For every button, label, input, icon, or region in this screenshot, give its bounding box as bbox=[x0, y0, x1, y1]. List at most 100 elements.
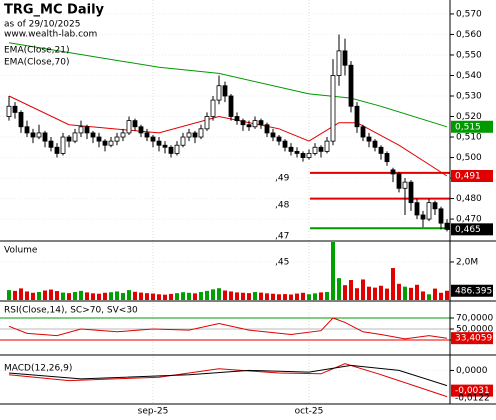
volume-bar bbox=[163, 294, 167, 300]
value-label-box bbox=[451, 284, 493, 297]
volume-bar bbox=[61, 292, 65, 300]
candle-body bbox=[228, 95, 234, 117]
volume-bar bbox=[337, 278, 341, 300]
y-tick-label: 0,510 bbox=[456, 133, 482, 143]
y-tick-label: 70,0000 bbox=[456, 313, 493, 323]
candle-body bbox=[396, 173, 402, 189]
volume-bar bbox=[349, 280, 353, 300]
volume-bar bbox=[247, 293, 251, 300]
candle-body bbox=[324, 140, 330, 152]
candle-body bbox=[120, 132, 126, 138]
candle-body bbox=[426, 202, 432, 220]
candle-body bbox=[288, 146, 294, 152]
volume-bar bbox=[271, 293, 275, 300]
volume-bar bbox=[421, 291, 425, 300]
legend-entry: EMA(Close,21) bbox=[4, 46, 69, 56]
volume-bar bbox=[205, 290, 209, 300]
value-label: -0,0031 bbox=[455, 386, 490, 396]
volume-bar bbox=[433, 288, 437, 300]
side-label: ,45 bbox=[275, 258, 289, 268]
volume-bar bbox=[73, 292, 77, 300]
candle-body bbox=[138, 126, 144, 134]
volume-bar bbox=[91, 293, 95, 300]
volume-bar bbox=[103, 292, 107, 300]
y-tick-label: 0,530 bbox=[456, 92, 482, 102]
value-label: -0,0122 bbox=[455, 394, 490, 404]
candle-body bbox=[66, 136, 72, 142]
value-label: 33,4059 bbox=[455, 334, 492, 344]
volume-bar bbox=[253, 292, 257, 300]
candle-body bbox=[204, 116, 210, 130]
volume-bar bbox=[379, 285, 383, 300]
candle-body bbox=[300, 153, 306, 158]
volume-bar bbox=[211, 289, 215, 300]
side-label: ,47 bbox=[275, 232, 289, 242]
volume-bar bbox=[145, 293, 149, 300]
candle-body bbox=[432, 202, 438, 210]
candle-body bbox=[174, 144, 180, 154]
value-label-box bbox=[451, 223, 493, 236]
value-label: 486.395 bbox=[455, 286, 492, 296]
volume-bar bbox=[325, 292, 329, 300]
volume-bar bbox=[175, 293, 179, 300]
volume-bar bbox=[295, 293, 299, 300]
volume-bar bbox=[361, 279, 365, 300]
candle-body bbox=[144, 132, 150, 138]
volume-bar bbox=[7, 290, 11, 300]
candle-body bbox=[12, 105, 18, 113]
candle-body bbox=[336, 50, 342, 76]
volume-bar bbox=[133, 291, 137, 300]
y-tick-label: 0,0000 bbox=[456, 366, 488, 376]
candle-body bbox=[132, 120, 138, 128]
value-label-box bbox=[451, 170, 493, 182]
y-tick-label: 0,520 bbox=[456, 112, 482, 122]
volume-bar bbox=[115, 291, 119, 300]
volume-bar bbox=[85, 292, 89, 300]
y-tick-label: 0,550 bbox=[456, 50, 482, 60]
candle-body bbox=[378, 146, 384, 154]
candle-body bbox=[390, 169, 396, 175]
volume-bar bbox=[25, 291, 29, 300]
volume-bar bbox=[319, 292, 323, 300]
candle-body bbox=[150, 136, 156, 142]
value-label-box bbox=[451, 120, 493, 133]
volume-bar bbox=[439, 292, 443, 300]
candle-body bbox=[330, 75, 336, 142]
candle-body bbox=[318, 146, 324, 152]
candle-body bbox=[354, 105, 360, 128]
candle-body bbox=[348, 64, 354, 107]
volume-bar bbox=[265, 293, 269, 300]
volume-bar bbox=[397, 283, 401, 300]
volume-bar bbox=[19, 288, 23, 300]
candle-body bbox=[162, 144, 168, 148]
volume-bar bbox=[385, 288, 389, 300]
y-tick-label: 2,0M bbox=[456, 257, 478, 267]
volume-bar bbox=[199, 292, 203, 300]
chart-title: TRG_MC Daily bbox=[4, 3, 105, 18]
volume-bar bbox=[37, 292, 41, 300]
volume-bar bbox=[301, 292, 305, 300]
volume-bar bbox=[229, 291, 233, 300]
volume-bar bbox=[355, 288, 359, 300]
volume-bar bbox=[13, 290, 17, 300]
panel-title: Volume bbox=[4, 246, 38, 256]
candle-body bbox=[252, 120, 258, 128]
volume-bar bbox=[109, 292, 113, 300]
panel-title: RSI(Close,14), SC>70, SV<30 bbox=[4, 306, 138, 316]
volume-bar bbox=[331, 242, 335, 300]
macd-line bbox=[8, 364, 448, 387]
volume-bar bbox=[289, 294, 293, 300]
candle-body bbox=[186, 132, 192, 138]
volume-bar bbox=[127, 290, 131, 300]
y-tick-label: 0,560 bbox=[456, 30, 482, 40]
volume-bar bbox=[49, 289, 53, 300]
candle-body bbox=[30, 132, 36, 138]
volume-bar bbox=[235, 292, 239, 300]
candle-body bbox=[126, 120, 132, 134]
candle-body bbox=[294, 150, 300, 154]
candle-body bbox=[264, 124, 270, 134]
candle-body bbox=[102, 140, 108, 146]
volume-bar bbox=[427, 294, 431, 300]
